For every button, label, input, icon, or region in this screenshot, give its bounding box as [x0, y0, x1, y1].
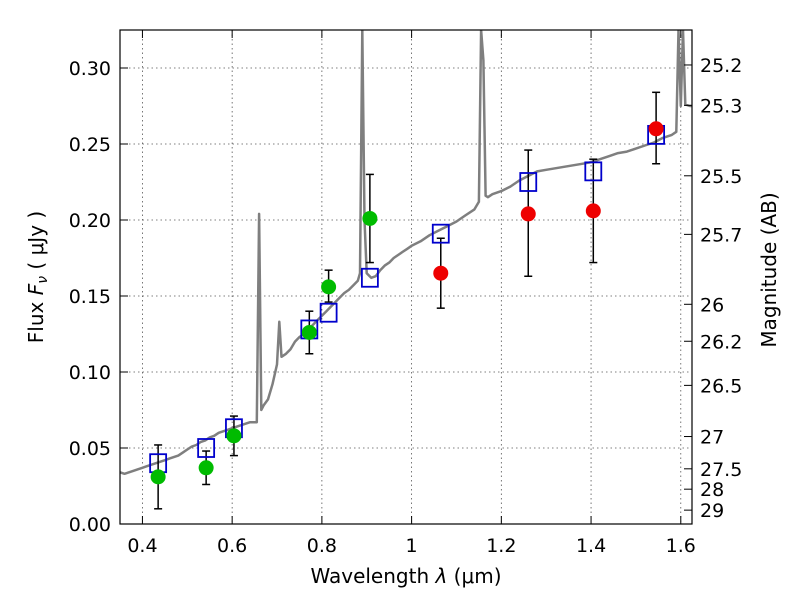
mag-tick-label: 28: [700, 479, 724, 501]
y-tick-label: 0.30: [69, 58, 111, 80]
mag-tick-label: 25.7: [700, 224, 742, 246]
mag-tick-label: 29: [700, 500, 724, 522]
y-axis-label: Flux Fν ( μJy ): [24, 211, 51, 343]
x-tick-label: 1: [406, 535, 418, 557]
y-tick-label: 0.15: [69, 286, 111, 308]
green-data-point: [362, 210, 378, 226]
x-axis-label: Wavelength λ (μm): [310, 564, 501, 588]
tick-labels: 0.4 0.6 0.8 1 1.2 1.4 1.6 0.00 0.05 0.10 0.15 0.20 0…: [69, 55, 743, 557]
y-tick-label: 0.10: [69, 362, 111, 384]
y2-axis-label: Magnitude (AB): [757, 192, 781, 347]
mag-tick-label: 27: [700, 427, 724, 449]
mag-tick-label: 26: [700, 294, 724, 316]
model-square-marker: [519, 172, 538, 192]
mag-tick-label: 25.5: [700, 166, 742, 188]
green-data-point: [198, 460, 214, 476]
x-tick-label: 1.4: [576, 535, 606, 557]
plot-frame: [119, 29, 693, 525]
model-square-marker: [431, 223, 450, 244]
red-data-point: [433, 265, 449, 281]
x-tick-label: 0.6: [217, 535, 247, 557]
model-spectrum-line: [120, 30, 692, 476]
y-tick-label: 0.20: [69, 210, 111, 232]
observed-photometry: [150, 121, 664, 485]
model-square-marker: [319, 302, 338, 323]
mag-tick-label: 25.3: [700, 95, 742, 117]
green-data-point: [150, 469, 166, 485]
y-tick-label: 0.25: [69, 134, 111, 156]
ticks-layer: [120, 30, 692, 525]
model-square-marker: [584, 161, 603, 182]
model-square-marker: [197, 438, 216, 458]
red-data-point: [585, 203, 601, 219]
green-data-point: [226, 428, 242, 444]
mag-tick-label: 25.2: [700, 55, 742, 77]
plot-area: [120, 30, 692, 524]
y-tick-label: 0.00: [69, 514, 111, 536]
x-tick-label: 0.8: [307, 535, 337, 557]
mag-tick-label: 27.5: [700, 459, 742, 481]
x-tick-label: 1.6: [666, 535, 696, 557]
mag-tick-label: 26.2: [700, 331, 742, 353]
spectrum-layer: [120, 30, 692, 476]
x-tick-label: 0.4: [127, 535, 157, 557]
x-tick-label: 1.2: [486, 535, 516, 557]
model-square-marker: [360, 267, 379, 288]
green-data-point: [301, 324, 317, 340]
y-tick-label: 0.05: [69, 438, 111, 460]
mag-tick-label: 26.5: [700, 375, 742, 397]
green-data-point: [321, 279, 337, 295]
red-data-point: [520, 206, 536, 222]
red-data-point: [648, 121, 664, 137]
